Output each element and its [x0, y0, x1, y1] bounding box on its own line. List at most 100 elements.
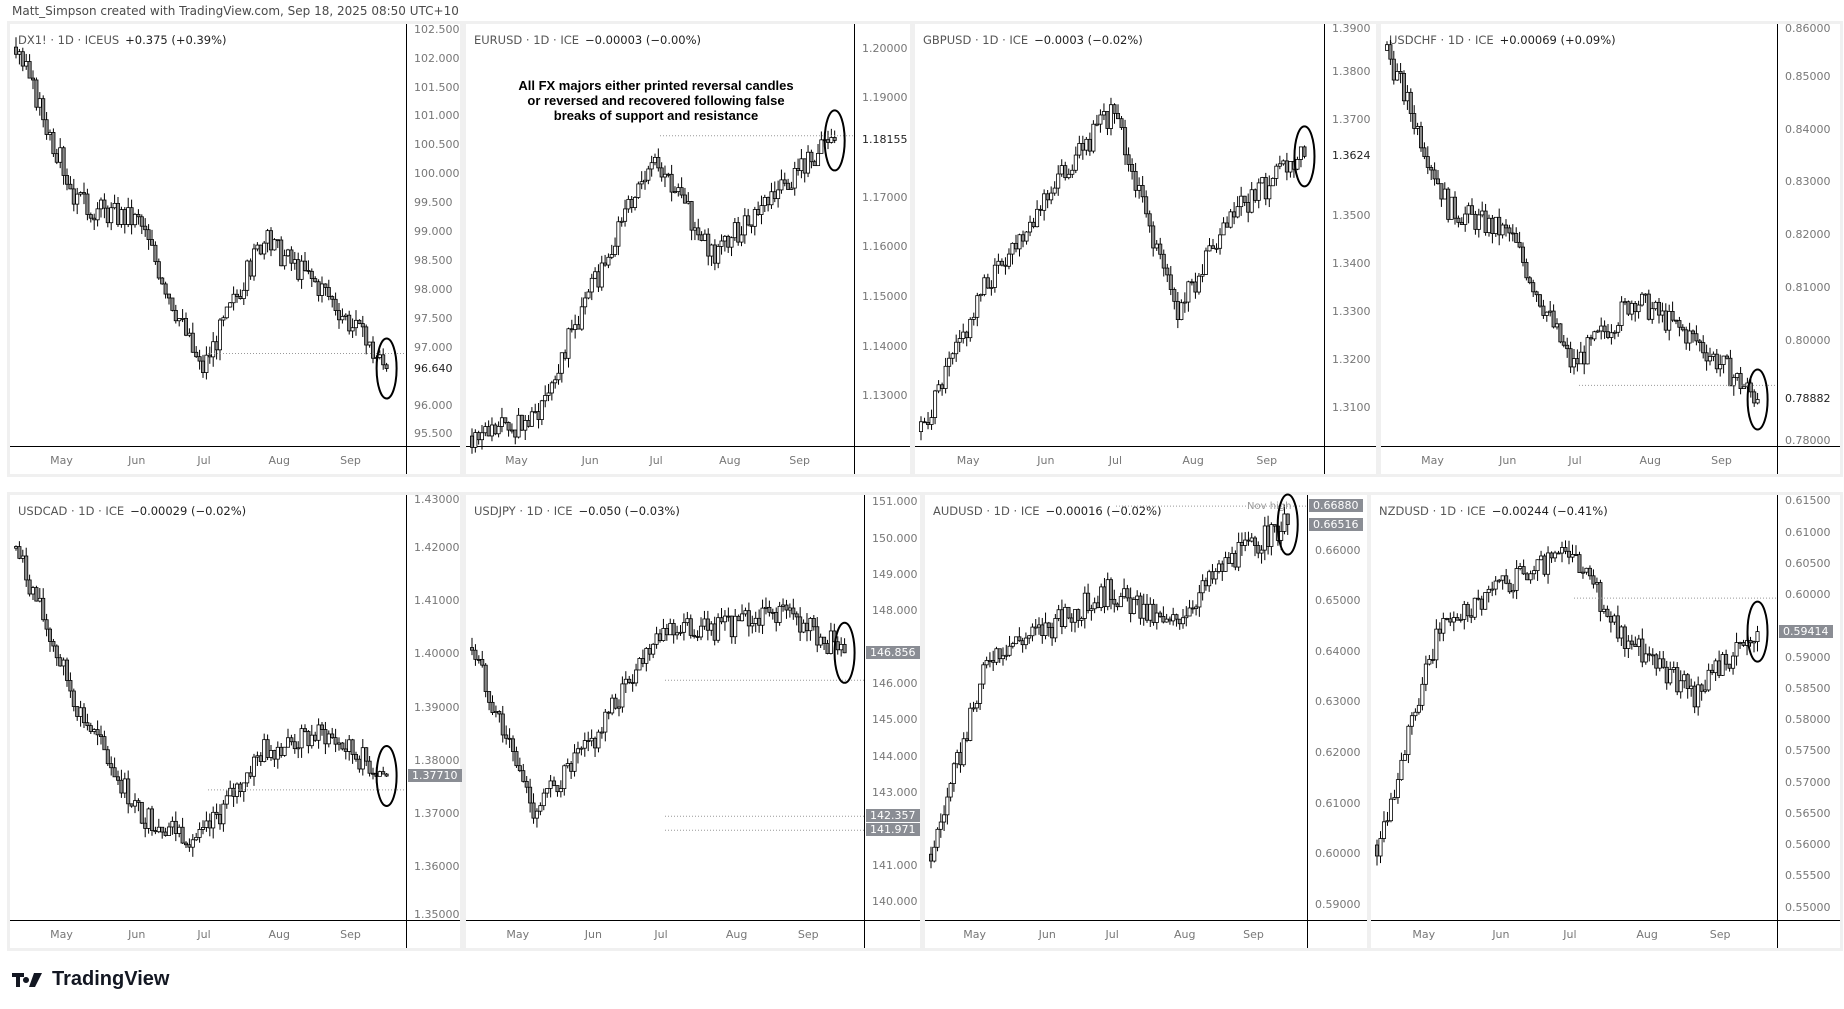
candlestick-series[interactable]: [915, 24, 1324, 446]
month-tick: Sep: [797, 928, 819, 941]
time-axis[interactable]: [10, 920, 460, 949]
month-tick: May: [50, 928, 73, 941]
last-price-label: 1.3624: [1332, 149, 1371, 163]
price-change: −0.00029 (−0.02%): [130, 504, 247, 518]
candlestick-series[interactable]: Nov high: [925, 493, 1307, 920]
highlight-ellipse: [1746, 368, 1769, 431]
price-tick: 0.78000: [1785, 434, 1831, 447]
price-tick: 1.15000: [862, 290, 908, 304]
price-axis[interactable]: [406, 495, 461, 948]
price-change: −0.0003 (−0.02%): [1034, 33, 1143, 47]
last-price-label: 0.78882: [1785, 392, 1831, 406]
month-tick: Aug: [268, 928, 291, 941]
price-tick: 97.500: [414, 311, 453, 325]
price-tick: 149.000: [872, 567, 918, 581]
price-axis[interactable]: [1307, 495, 1368, 948]
month-tick: Jul: [197, 454, 211, 467]
price-axis[interactable]: [1777, 24, 1841, 474]
chart-panel-audusd[interactable]: AUDUSD · 1D · ICE −0.00016 (−0.02%) 0.6600…: [922, 492, 1370, 951]
price-tick: 0.81000: [1785, 280, 1831, 294]
symbol-header[interactable]: EURUSD · 1D · ICE −0.00003 (−0.00%): [474, 33, 701, 47]
symbol-header[interactable]: USDJPY · 1D · ICE −0.050 (−0.03%): [474, 504, 680, 518]
symbol-header[interactable]: USDCHF · 1D · ICE +0.00069 (+0.09%): [1389, 33, 1616, 47]
price-tick: 98.000: [414, 282, 453, 296]
candlestick-series[interactable]: [1381, 24, 1777, 446]
month-tick: Sep: [1256, 454, 1278, 467]
price-tick: 0.58500: [1785, 681, 1831, 695]
price-tick: 1.40000: [414, 647, 460, 661]
price-tick: 1.3400: [1332, 256, 1371, 270]
price-axis[interactable]: [1324, 24, 1377, 474]
last-price-label: 1.18155: [862, 133, 908, 147]
chart-panel-usdjpy[interactable]: USDJPY · 1D · ICE −0.050 (−0.03%) 151.000 1…: [463, 492, 923, 951]
symbol-header[interactable]: GBPUSD · 1D · ICE −0.0003 (−0.02%): [923, 33, 1143, 47]
candlestick-series[interactable]: [10, 24, 406, 446]
price-tick: 101.000: [414, 109, 460, 123]
symbol-label: USDCAD · 1D · ICE: [18, 504, 125, 518]
month-tick: Aug: [1639, 454, 1662, 467]
price-tick: 95.500: [414, 427, 453, 441]
time-axis[interactable]: [915, 446, 1376, 475]
chart-panel-dx1[interactable]: DX1! · 1D · ICEUS +0.375 (+0.39%) 102.500 1…: [7, 21, 463, 477]
chart-panel-gbpusd[interactable]: GBPUSD · 1D · ICE −0.0003 (−0.02%) 1.3900 1…: [912, 21, 1379, 477]
chart-panel-eurusd[interactable]: EURUSD · 1D · ICE −0.00003 (−0.00%) 1.2000…: [463, 21, 913, 477]
price-tick: 0.65000: [1315, 594, 1361, 608]
price-tick: 1.43000: [414, 493, 460, 506]
candlestick-series[interactable]: [1371, 495, 1777, 920]
month-tick: Aug: [719, 454, 741, 467]
tradingview-logo[interactable]: TradingView: [12, 968, 169, 991]
month-tick: Jul: [654, 928, 668, 941]
last-price-label: 1.37710: [408, 769, 462, 783]
month-tick: Jul: [1563, 928, 1577, 941]
chart-panel-usdchf[interactable]: USDCHF · 1D · ICE +0.00069 (+0.09%) 0.8600…: [1378, 21, 1843, 477]
annotation-line: breaks of support and resistance: [553, 108, 759, 123]
highlight-ellipse: [1276, 493, 1299, 556]
tradingview-logo-icon: [12, 972, 42, 987]
price-tick: 101.500: [414, 80, 460, 94]
price-tick: 144.000: [872, 749, 918, 763]
price-tick: 0.61000: [1785, 525, 1831, 539]
chart-credit: Matt_Simpson created with TradingView.co…: [12, 4, 459, 18]
price-axis[interactable]: [1777, 495, 1841, 948]
month-tick: Jun: [1499, 454, 1517, 467]
price-tick: 0.58000: [1785, 713, 1831, 726]
time-axis[interactable]: [1371, 920, 1840, 949]
symbol-label: USDJPY · 1D · ICE: [474, 504, 573, 518]
time-axis[interactable]: [925, 920, 1367, 949]
time-axis[interactable]: [466, 920, 920, 949]
candlestick-series[interactable]: [10, 495, 406, 920]
month-tick: Jul: [1108, 454, 1123, 467]
time-axis[interactable]: [1381, 446, 1840, 475]
symbol-header[interactable]: USDCAD · 1D · ICE −0.00029 (−0.02%): [18, 504, 246, 518]
price-tick: 151.000: [872, 495, 918, 509]
price-axis[interactable]: [406, 24, 461, 474]
symbol-header[interactable]: DX1! · 1D · ICEUS +0.375 (+0.39%): [18, 33, 227, 47]
chart-panel-nzdusd[interactable]: NZDUSD · 1D · ICE −0.00244 (−0.41%) 0.6150…: [1368, 492, 1843, 951]
price-tick: 0.59000: [1315, 897, 1361, 911]
last-price-label: 0.59414: [1779, 624, 1833, 638]
price-change: +0.375 (+0.39%): [125, 33, 227, 47]
price-axis[interactable]: [864, 495, 921, 948]
price-tick: 0.86000: [1785, 22, 1831, 35]
price-tick: 100.000: [414, 167, 460, 181]
candlestick-series[interactable]: [466, 24, 854, 454]
time-axis[interactable]: [10, 446, 460, 475]
month-tick: Jun: [1492, 928, 1510, 941]
month-tick: Aug: [268, 454, 291, 467]
chart-panel-usdcad[interactable]: USDCAD · 1D · ICE −0.00029 (−0.02%) 1.4300…: [7, 492, 463, 951]
month-tick: Sep: [340, 928, 361, 941]
price-tick: 0.82000: [1785, 228, 1831, 241]
nov-high-label: Nov high: [1247, 501, 1292, 512]
price-axis[interactable]: [854, 24, 911, 474]
symbol-header[interactable]: NZDUSD · 1D · ICE −0.00244 (−0.41%): [1379, 504, 1608, 518]
price-tick: 1.16000: [862, 240, 908, 254]
candlestick-series[interactable]: [466, 495, 864, 920]
price-tick: 102.500: [414, 22, 460, 36]
price-tick: 0.62000: [1315, 746, 1361, 760]
time-axis[interactable]: [466, 446, 910, 475]
last-price-label: 96.640: [414, 361, 453, 375]
symbol-header[interactable]: AUDUSD · 1D · ICE −0.00016 (−0.02%): [933, 504, 1162, 518]
price-tick: 0.55000: [1785, 900, 1831, 914]
month-tick: Jul: [649, 454, 663, 467]
price-tick: 0.57500: [1785, 744, 1831, 758]
